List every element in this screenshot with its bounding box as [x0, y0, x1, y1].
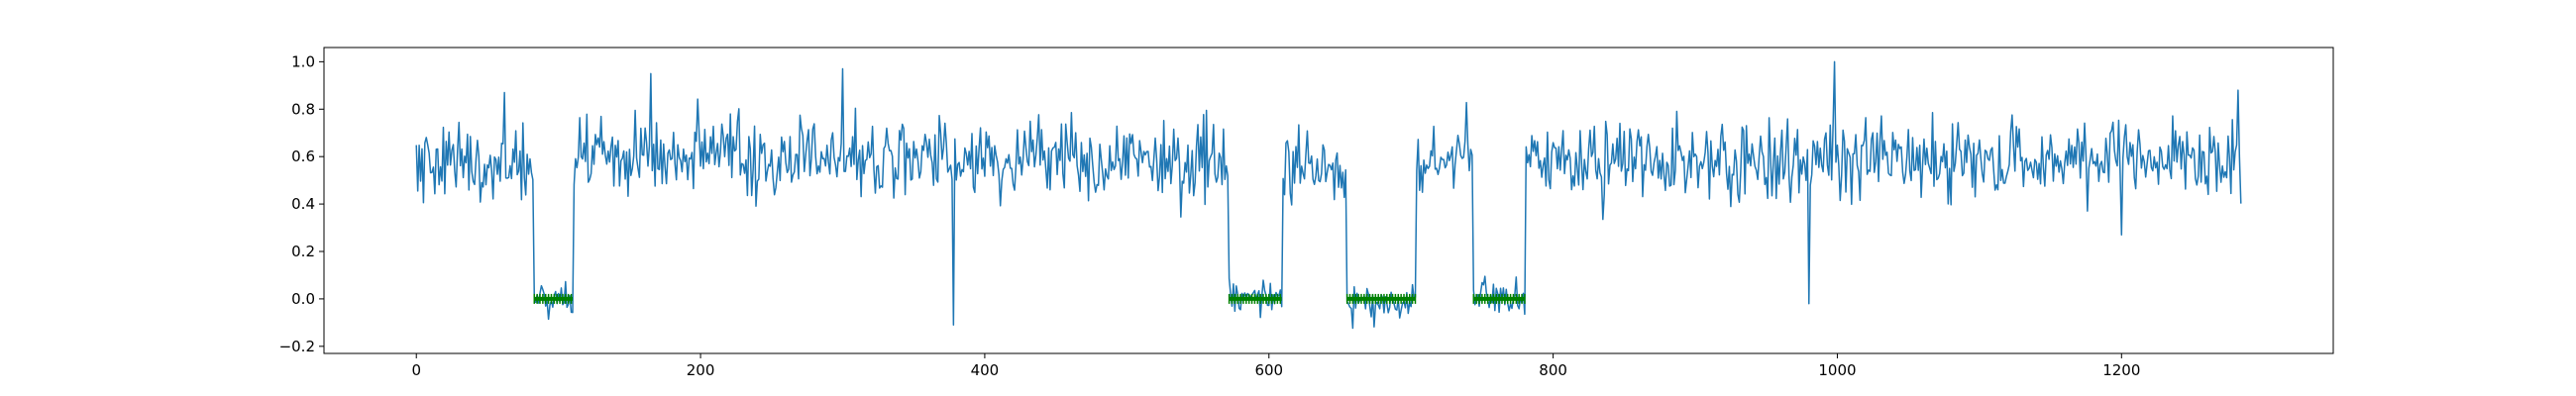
y-tick-label: 0.2 — [291, 243, 315, 260]
x-tick-label: 0 — [411, 361, 421, 379]
series-line — [415, 60, 2242, 330]
y-tick-label: 0.8 — [291, 100, 315, 118]
plot-background — [324, 48, 2333, 353]
x-tick-label: 1200 — [2102, 361, 2140, 379]
y-tick-label: 0.4 — [291, 195, 315, 213]
y-tick-label: 0.0 — [291, 290, 315, 308]
series-line-group — [415, 60, 2242, 330]
y-tick-label: 0.6 — [291, 148, 315, 165]
x-tick-label: 200 — [687, 361, 715, 379]
y-tick-label: 1.0 — [291, 52, 315, 70]
x-tick-label: 600 — [1254, 361, 1283, 379]
x-tick-label: 1000 — [1818, 361, 1856, 379]
plot-area — [323, 47, 2334, 354]
axes-frame — [323, 47, 2334, 354]
y-axis: −0.2 0.0 0.2 0.4 0.6 0.8 1.0 — [279, 52, 324, 355]
marker-group — [533, 293, 1526, 304]
x-tick-label: 400 — [971, 361, 1000, 379]
y-tick-label: −0.2 — [279, 338, 315, 355]
x-tick-label: 800 — [1539, 361, 1567, 379]
x-axis: 0 200 400 600 800 1000 1200 — [411, 353, 2140, 379]
